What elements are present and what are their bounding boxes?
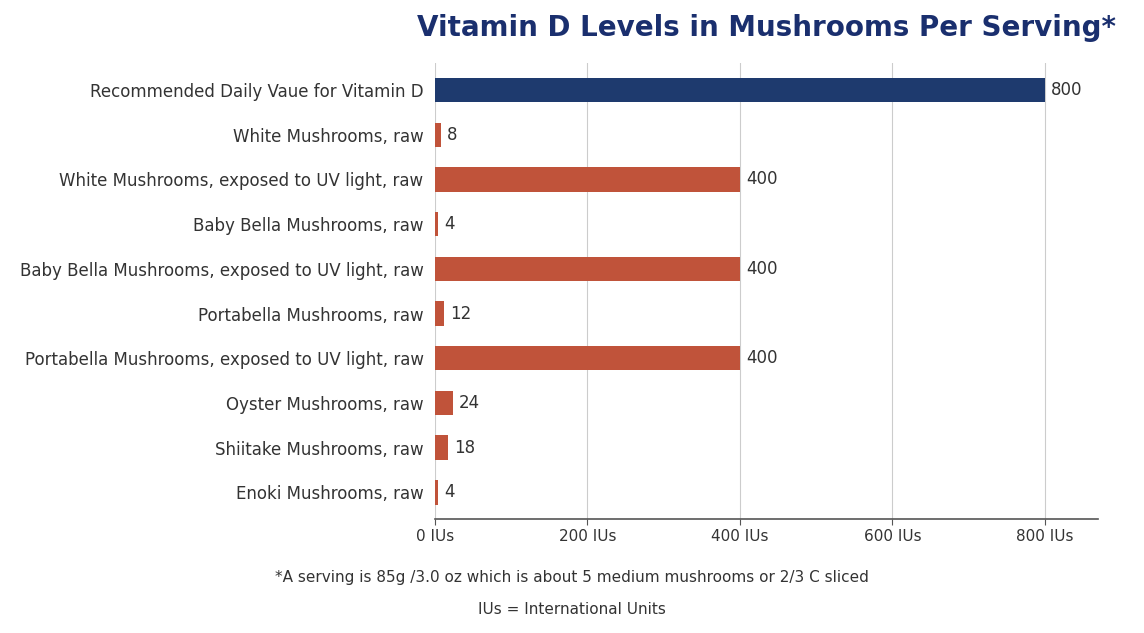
Bar [435, 436, 448, 460]
Text: 18: 18 [454, 439, 476, 456]
Text: 12: 12 [450, 304, 471, 323]
Text: 8: 8 [447, 126, 458, 144]
Text: IUs = International Units: IUs = International Units [478, 602, 666, 617]
Text: *A serving is 85g /3.0 oz which is about 5 medium mushrooms or 2/3 C sliced: *A serving is 85g /3.0 oz which is about… [275, 570, 869, 586]
Bar [435, 391, 453, 415]
Bar [435, 78, 1044, 103]
Bar [435, 256, 740, 281]
Title: Vitamin D Levels in Mushrooms Per Serving*: Vitamin D Levels in Mushrooms Per Servin… [416, 13, 1117, 42]
Text: 4: 4 [444, 215, 454, 233]
Bar [435, 301, 444, 326]
Text: 800: 800 [1051, 81, 1082, 99]
Bar [435, 480, 438, 505]
Text: 400: 400 [746, 260, 778, 278]
Bar [435, 346, 740, 370]
Bar [435, 123, 440, 147]
Text: 400: 400 [746, 170, 778, 189]
Text: 24: 24 [459, 394, 480, 412]
Text: 4: 4 [444, 483, 454, 501]
Text: 400: 400 [746, 349, 778, 367]
Bar [435, 167, 740, 192]
Bar [435, 212, 438, 237]
